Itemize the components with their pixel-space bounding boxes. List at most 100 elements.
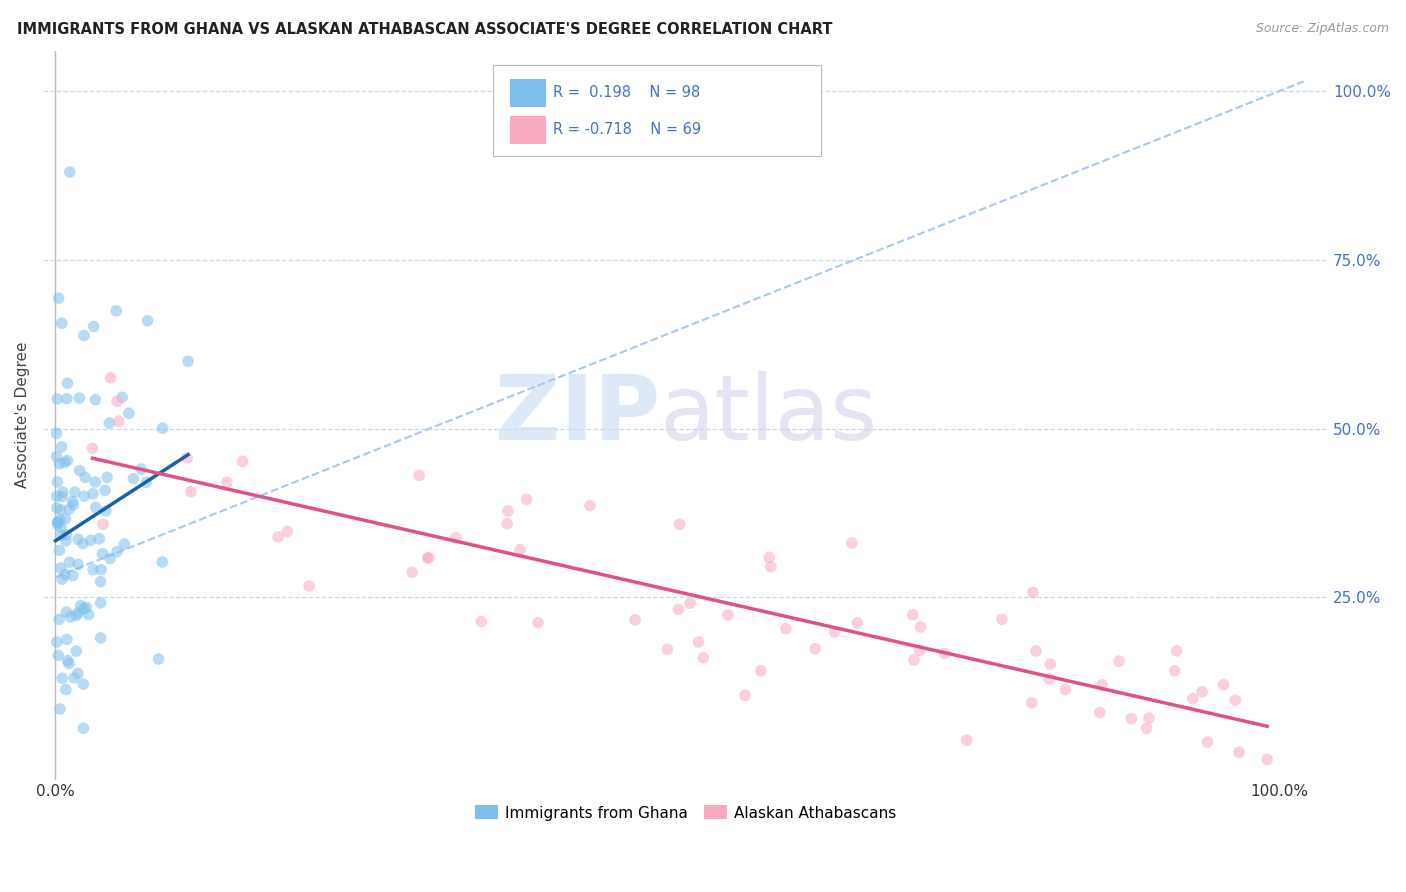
- Point: [775, 622, 797, 636]
- Point: [55, 512, 77, 526]
- Point: [267, 530, 290, 544]
- Point: [1091, 678, 1114, 692]
- Point: [80, 533, 103, 548]
- Point: [72, 677, 94, 691]
- Point: [148, 652, 170, 666]
- Point: [1038, 672, 1060, 686]
- Point: [470, 615, 492, 629]
- Point: [759, 559, 782, 574]
- Point: [49, 502, 72, 516]
- Point: [276, 524, 298, 539]
- Point: [105, 304, 128, 318]
- Y-axis label: Associate's Degree: Associate's Degree: [15, 342, 30, 489]
- Point: [62, 494, 84, 508]
- Point: [804, 641, 827, 656]
- Point: [84, 500, 107, 515]
- Point: [65, 644, 87, 658]
- Point: [63, 671, 86, 685]
- Point: [90, 631, 112, 645]
- Point: [90, 563, 112, 577]
- Point: [82, 442, 104, 456]
- Point: [49, 521, 72, 535]
- Point: [69, 464, 91, 478]
- Point: [55, 605, 77, 619]
- Point: [45, 489, 67, 503]
- Point: [89, 532, 111, 546]
- Point: [72, 537, 94, 551]
- Point: [1212, 677, 1234, 691]
- Point: [55, 533, 77, 548]
- Point: [82, 563, 104, 577]
- Point: [418, 550, 440, 565]
- Point: [56, 632, 79, 647]
- Point: [46, 517, 69, 532]
- Text: atlas: atlas: [659, 371, 879, 459]
- Point: [1108, 654, 1130, 668]
- Point: [1054, 682, 1077, 697]
- FancyBboxPatch shape: [509, 116, 546, 144]
- Point: [94, 483, 117, 498]
- Point: [1039, 657, 1062, 671]
- Point: [136, 313, 159, 327]
- Point: [67, 391, 90, 405]
- Point: [991, 612, 1014, 626]
- Point: [679, 596, 702, 610]
- Point: [908, 643, 931, 657]
- Point: [51, 316, 73, 330]
- Point: [53, 455, 76, 469]
- Point: [1088, 706, 1111, 720]
- Point: [152, 421, 174, 435]
- Point: [59, 165, 82, 179]
- Point: [401, 566, 423, 580]
- Point: [67, 558, 90, 572]
- Point: [579, 499, 602, 513]
- Point: [118, 406, 141, 420]
- FancyBboxPatch shape: [509, 79, 546, 107]
- Point: [83, 319, 105, 334]
- Point: [55, 528, 77, 542]
- Point: [73, 328, 96, 343]
- Point: [408, 468, 430, 483]
- Point: [51, 440, 73, 454]
- Point: [63, 485, 86, 500]
- Point: [45, 450, 67, 464]
- Point: [105, 544, 128, 558]
- Point: [527, 615, 550, 630]
- Point: [1022, 585, 1045, 599]
- Point: [46, 648, 69, 663]
- Point: [135, 475, 157, 490]
- Point: [62, 498, 84, 512]
- Point: [1121, 712, 1143, 726]
- Point: [150, 555, 173, 569]
- Point: [657, 642, 679, 657]
- Point: [66, 666, 89, 681]
- Point: [1021, 696, 1043, 710]
- Point: [1163, 664, 1185, 678]
- Point: [1025, 644, 1047, 658]
- Point: [98, 416, 121, 430]
- Point: [49, 513, 72, 527]
- Point: [72, 601, 94, 615]
- Point: [91, 517, 114, 532]
- Point: [910, 620, 932, 634]
- Point: [1136, 721, 1159, 735]
- Point: [48, 457, 70, 471]
- Point: [515, 492, 537, 507]
- Point: [180, 484, 202, 499]
- Point: [94, 504, 117, 518]
- Point: [177, 354, 200, 368]
- Point: [46, 516, 69, 530]
- Point: [55, 682, 77, 697]
- Point: [51, 490, 73, 504]
- Point: [46, 392, 69, 406]
- Point: [51, 572, 73, 586]
- Point: [45, 426, 67, 441]
- FancyBboxPatch shape: [494, 65, 821, 156]
- Point: [934, 647, 956, 661]
- Point: [824, 624, 846, 639]
- Point: [841, 536, 863, 550]
- Point: [58, 555, 80, 569]
- Point: [84, 392, 107, 407]
- Point: [53, 567, 76, 582]
- Point: [91, 547, 114, 561]
